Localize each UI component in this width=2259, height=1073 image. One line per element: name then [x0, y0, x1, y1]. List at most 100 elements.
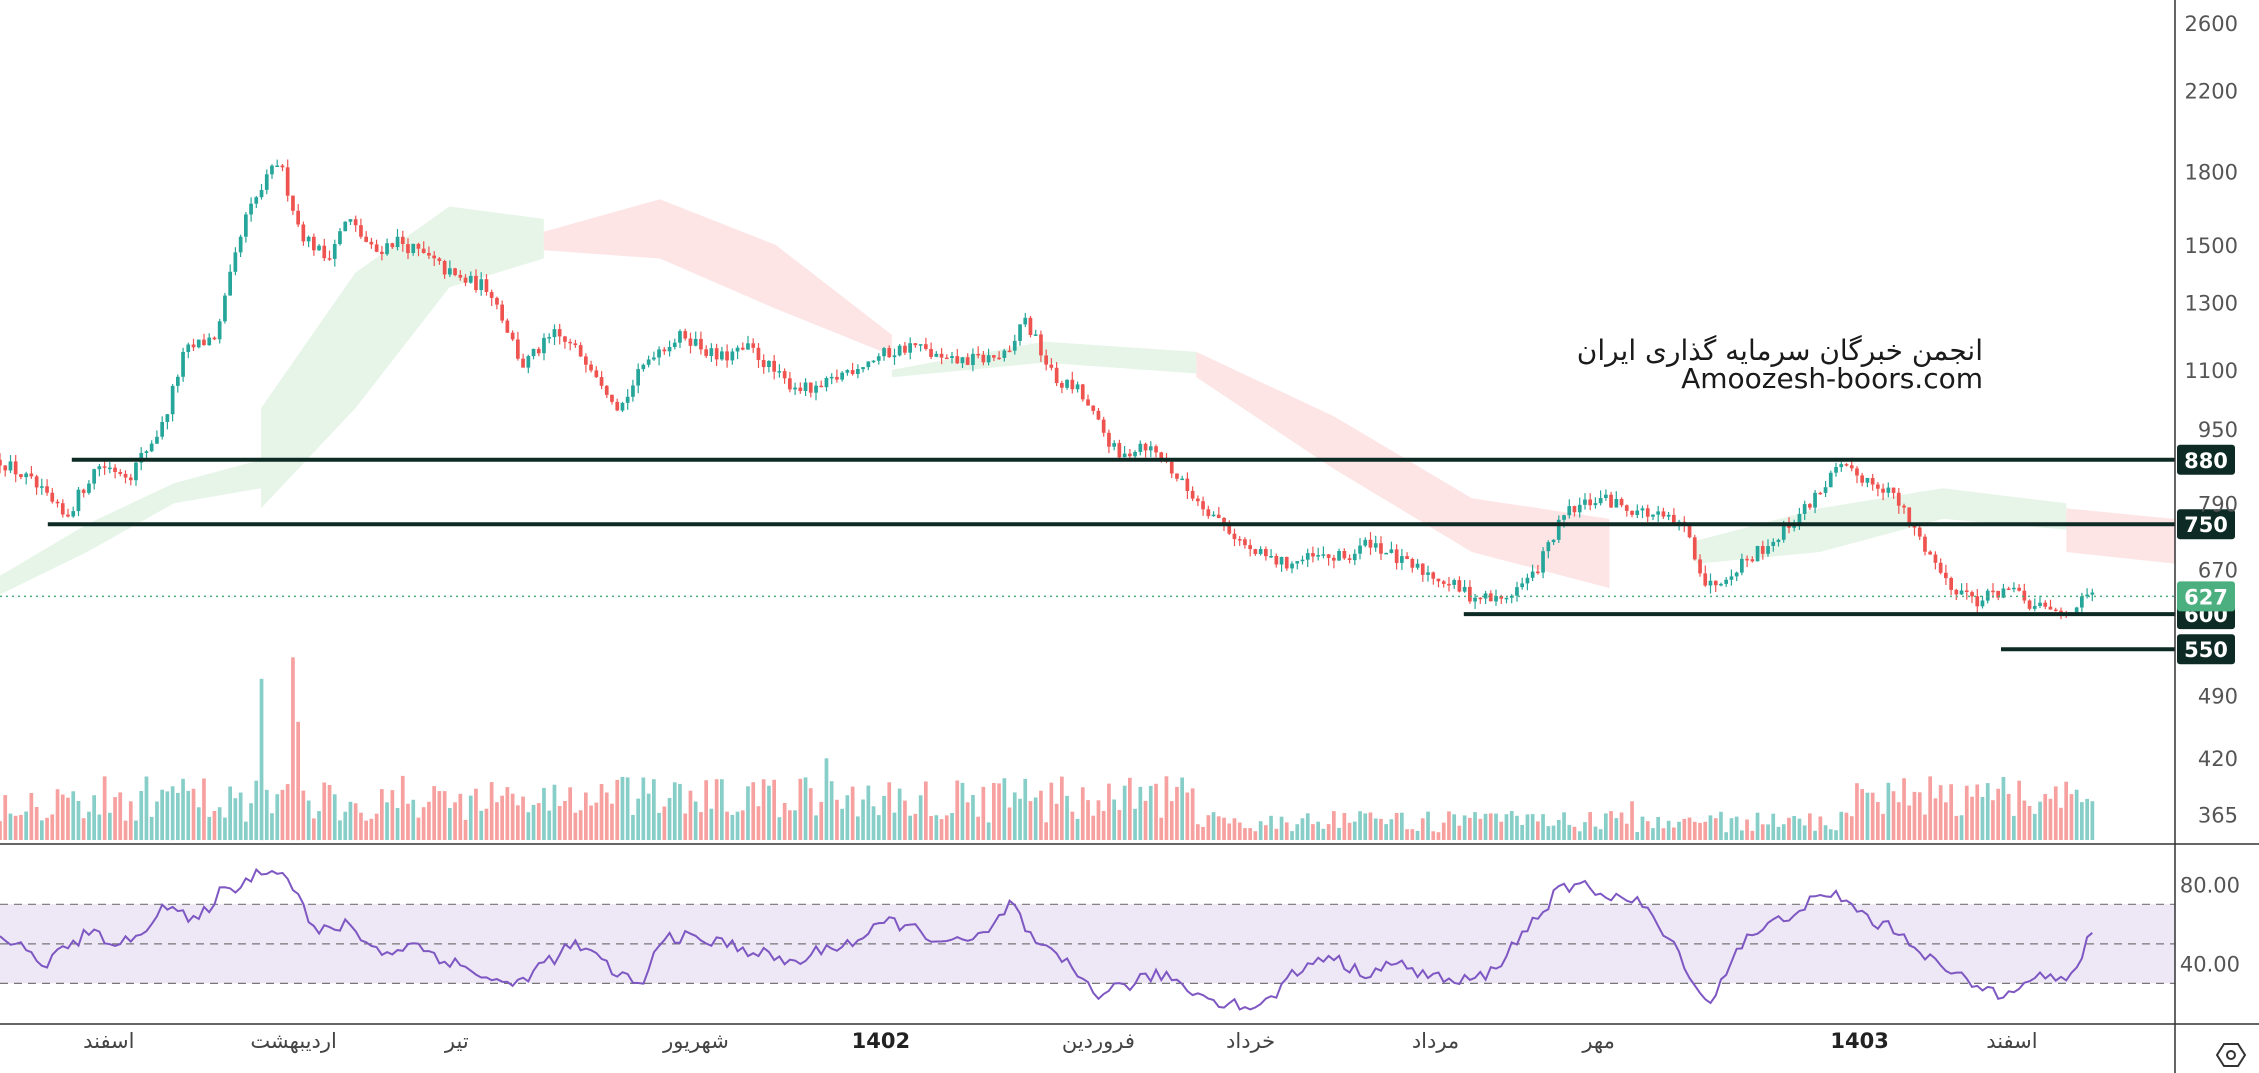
candle-body: [76, 489, 81, 512]
candle-body: [13, 461, 18, 475]
volume-bar: [1525, 814, 1530, 840]
time-axis-label: شهریور: [662, 1029, 729, 1053]
volume-bar: [876, 815, 881, 840]
volume-bar: [599, 784, 604, 840]
volume-bar: [1216, 816, 1221, 840]
volume-bar: [589, 805, 593, 840]
volume-bar: [1991, 800, 1995, 840]
volume-bar: [1917, 792, 1922, 840]
volume-bar: [1755, 812, 1760, 840]
volume-bar: [1326, 824, 1331, 840]
candle-body: [1190, 490, 1195, 499]
candle-body: [1504, 597, 1509, 600]
volume-bar: [24, 811, 28, 840]
volume-bar: [228, 786, 232, 840]
volume-bar: [929, 816, 933, 840]
volume-bar: [1624, 823, 1629, 840]
candle-body: [1431, 572, 1436, 579]
candle-body: [29, 473, 34, 477]
candle-body: [856, 369, 860, 374]
volume-bar: [573, 812, 578, 840]
candle-body: [1075, 384, 1080, 390]
volume-bar: [1724, 832, 1728, 840]
volume-bar: [1860, 789, 1864, 840]
candle-body: [87, 483, 91, 493]
volume-bar: [2017, 780, 2021, 840]
volume-bar: [1556, 819, 1561, 840]
candle-body: [1651, 514, 1655, 517]
watermark-url: Amoozesh-boors.com: [1681, 362, 1983, 395]
candle-body: [406, 244, 410, 254]
candle-body: [1656, 511, 1660, 515]
candle-body: [1949, 578, 1953, 590]
volume-bar: [60, 794, 65, 840]
volume-bar: [1373, 818, 1378, 840]
candle-body: [1849, 465, 1854, 469]
candle-body: [1358, 545, 1362, 554]
candle-body: [819, 385, 824, 388]
candle-body: [19, 474, 23, 477]
volume-bar: [301, 790, 306, 840]
candle-body: [1264, 549, 1268, 557]
volume-bar: [850, 786, 855, 840]
volume-bar: [636, 798, 640, 840]
price-tick-label: 1300: [2185, 292, 2238, 316]
ichimoku-cloud-segment: [1196, 351, 1610, 589]
volume-bar: [489, 782, 494, 840]
candle-body: [1520, 583, 1524, 588]
candle-body: [71, 511, 76, 517]
candle-body: [1546, 542, 1551, 552]
candle-body: [395, 236, 400, 248]
volume-bar: [1379, 818, 1383, 840]
candle-body: [181, 352, 185, 377]
candle-body: [1243, 539, 1247, 546]
candle-body: [1096, 410, 1101, 420]
candle-body: [322, 245, 327, 259]
volume-bar: [1112, 799, 1116, 840]
settings-button[interactable]: [2200, 1030, 2250, 1073]
volume-bar: [1996, 788, 2000, 840]
candle-body: [1991, 590, 1995, 593]
ichimoku-cloud-segment: [543, 199, 892, 356]
candle-body: [427, 253, 431, 256]
volume-bar: [1792, 816, 1796, 840]
candle-body: [746, 343, 750, 350]
volume-bar: [746, 786, 750, 840]
candle-body: [944, 357, 949, 360]
candle-body: [563, 336, 567, 342]
time-axis-label: تیر: [444, 1029, 469, 1053]
candle-body: [1441, 581, 1446, 584]
volume-bar: [1096, 800, 1101, 840]
candle-body: [1415, 563, 1420, 568]
candle-body: [275, 165, 280, 167]
candle-body: [1740, 558, 1744, 573]
volume-bar: [1588, 812, 1592, 840]
candle-body: [761, 360, 766, 368]
volume-bar: [1295, 824, 1300, 840]
volume-bar: [45, 817, 49, 840]
level-tag-text-880: 880: [2184, 449, 2228, 473]
candle-body: [1222, 518, 1226, 525]
candle-body: [1760, 546, 1765, 554]
level-tag-880: [2177, 444, 2235, 475]
volume-bar: [526, 812, 531, 840]
volume-bar: [291, 657, 295, 841]
volume-bar: [1169, 801, 1174, 840]
candle-body: [1389, 549, 1394, 553]
volume-bar: [1876, 802, 1880, 840]
volume-bar: [1912, 791, 1917, 840]
candle-body: [60, 503, 65, 515]
volume-bar: [338, 820, 342, 840]
candle-body: [929, 349, 933, 357]
candle-body: [1468, 586, 1472, 602]
candle-body: [1488, 593, 1493, 602]
candle-body: [1734, 572, 1739, 577]
candle-body: [1316, 555, 1320, 557]
candle-body: [1865, 478, 1870, 483]
volume-bar: [2074, 789, 2079, 840]
candle-body: [620, 402, 625, 411]
candle-body: [934, 353, 939, 357]
rsi-line: [0, 867, 2093, 1011]
volume-bar: [1980, 797, 1985, 840]
